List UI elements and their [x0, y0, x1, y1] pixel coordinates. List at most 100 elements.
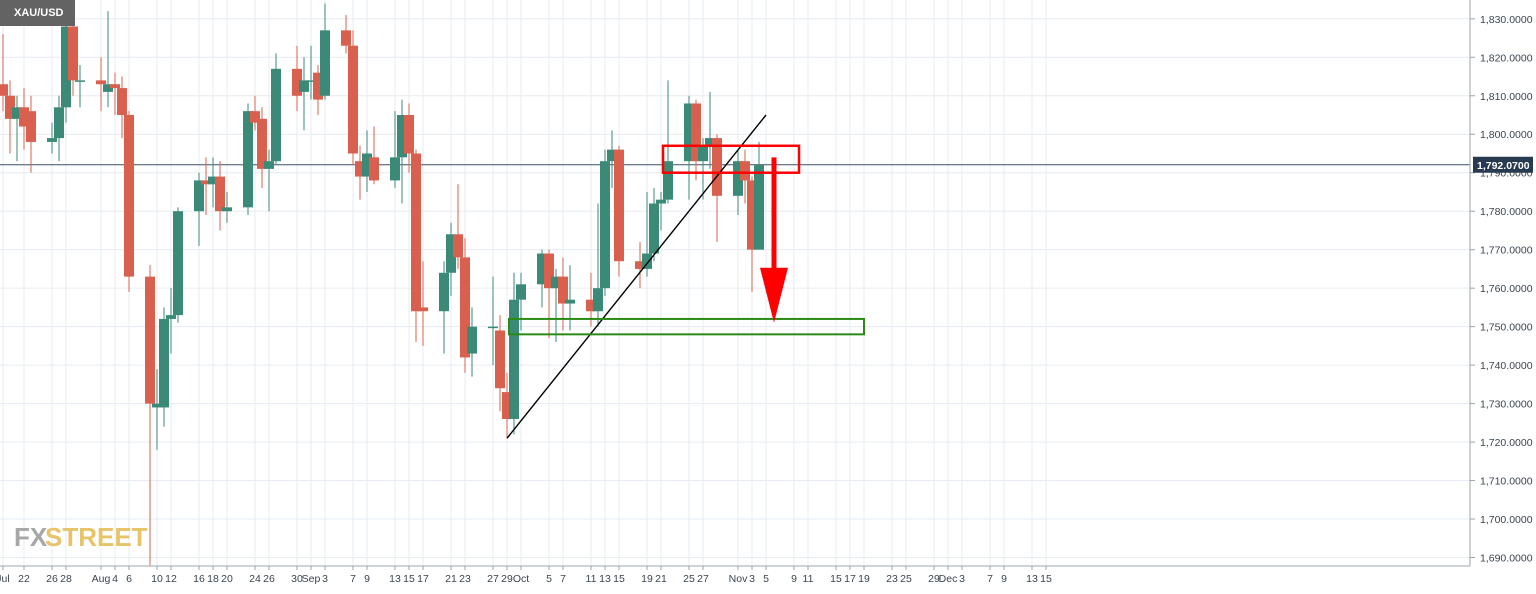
candle-up	[642, 253, 652, 269]
x-tick-label: Sep	[302, 573, 321, 585]
x-tick-label: 9	[791, 573, 797, 585]
candle-up	[47, 138, 57, 142]
y-tick-label: 1,830.0000	[1480, 14, 1533, 26]
y-tick-label: 1,770.0000	[1480, 245, 1533, 257]
candle-up	[551, 276, 561, 289]
candle-down	[348, 45, 358, 154]
candle-down	[117, 88, 127, 115]
candle-down	[0, 84, 8, 96]
x-tick-label: 9	[1001, 573, 1007, 585]
candle-up	[488, 326, 498, 329]
y-tick-label: 1,780.0000	[1480, 206, 1533, 218]
x-tick-label: 6	[126, 573, 132, 585]
resistance-zone-box	[661, 144, 801, 174]
candle-up	[600, 161, 610, 289]
candle-down	[502, 392, 512, 419]
x-tick-label: 7	[350, 573, 356, 585]
x-tick-label: 27	[697, 573, 709, 585]
y-tick-label: 1,760.0000	[1480, 283, 1533, 295]
support-trendline	[506, 114, 767, 439]
x-tick-label: Jul	[0, 573, 10, 585]
x-tick-label: 15	[830, 573, 842, 585]
candle-down	[558, 276, 568, 304]
candle-down	[453, 234, 463, 258]
x-tick-label: 13	[1026, 573, 1038, 585]
candle-down	[110, 84, 120, 89]
candle-up	[12, 107, 22, 119]
candle-up	[306, 80, 316, 82]
candle-up	[299, 80, 309, 92]
candle-up	[264, 161, 274, 169]
candle-up	[61, 26, 71, 108]
candle-down	[215, 176, 225, 212]
annotation-layer	[506, 114, 865, 439]
candle-up	[754, 165, 764, 250]
fxstreet-watermark: FX STREET	[14, 522, 148, 552]
x-tick-label: 3	[959, 573, 965, 585]
candle-up	[467, 326, 477, 354]
candle-up	[243, 111, 253, 208]
candle-down	[369, 157, 379, 181]
candle-up	[698, 145, 708, 162]
x-tick-label: Nov	[729, 573, 748, 585]
y-tick-label: 1,710.0000	[1480, 476, 1533, 488]
candle-down	[712, 138, 722, 196]
candle-up	[208, 176, 218, 185]
candle-down	[614, 149, 624, 262]
candle-down	[292, 68, 302, 96]
candle-up	[390, 157, 400, 181]
x-tick-label: 18	[207, 573, 219, 585]
current-price-badge	[1473, 156, 1533, 173]
candle-down	[341, 30, 351, 46]
candle-down	[250, 111, 260, 123]
candle-down	[740, 161, 750, 181]
x-tick-label: 26	[46, 573, 58, 585]
candle-up	[271, 68, 281, 162]
candle-up	[152, 403, 162, 408]
x-tick-label: 12	[165, 573, 177, 585]
candle-up	[173, 211, 183, 316]
candle-down	[460, 257, 470, 358]
candle-down	[124, 115, 134, 277]
candle-down	[691, 103, 701, 162]
x-tick-label: Dec	[939, 573, 958, 585]
candle-up	[593, 288, 603, 312]
x-tick-label: 23	[886, 573, 898, 585]
x-tick-label: 20	[221, 573, 233, 585]
x-tick-label: 29	[501, 573, 513, 585]
candle-down	[411, 153, 421, 312]
candle-up	[194, 180, 204, 212]
candle-up	[166, 315, 176, 319]
candle-up	[320, 30, 330, 96]
x-tick-label: 29	[928, 573, 940, 585]
watermark-fx: FX	[14, 522, 48, 552]
candle-down	[635, 261, 645, 269]
candle-down	[544, 253, 554, 289]
candle-up	[649, 203, 659, 254]
watermark-street: STREET	[45, 522, 148, 552]
x-tick-label: 17	[844, 573, 856, 585]
candle-down	[68, 26, 78, 81]
x-tick-label: Oct	[513, 573, 529, 585]
x-tick-label: 24	[249, 573, 261, 585]
x-tick-label: 13	[389, 573, 401, 585]
candle-down	[404, 115, 414, 154]
x-tick-label: 30	[291, 573, 303, 585]
x-tick-label: 3	[749, 573, 755, 585]
x-tick-label: 7	[987, 573, 993, 585]
candle-up	[75, 80, 85, 82]
y-tick-label: 1,730.0000	[1480, 399, 1533, 411]
x-tick-label: 23	[459, 573, 471, 585]
candle-down	[19, 107, 29, 127]
y-tick-label: 1,690.0000	[1480, 553, 1533, 565]
candle-up	[446, 234, 456, 273]
candle-up	[705, 138, 715, 146]
x-tick-label: 15	[403, 573, 415, 585]
candle-up	[222, 207, 232, 212]
x-tick-label: 21	[445, 573, 457, 585]
x-tick-label: 15	[1040, 573, 1052, 585]
support-zone-box	[508, 317, 865, 336]
candle-down	[313, 72, 323, 100]
